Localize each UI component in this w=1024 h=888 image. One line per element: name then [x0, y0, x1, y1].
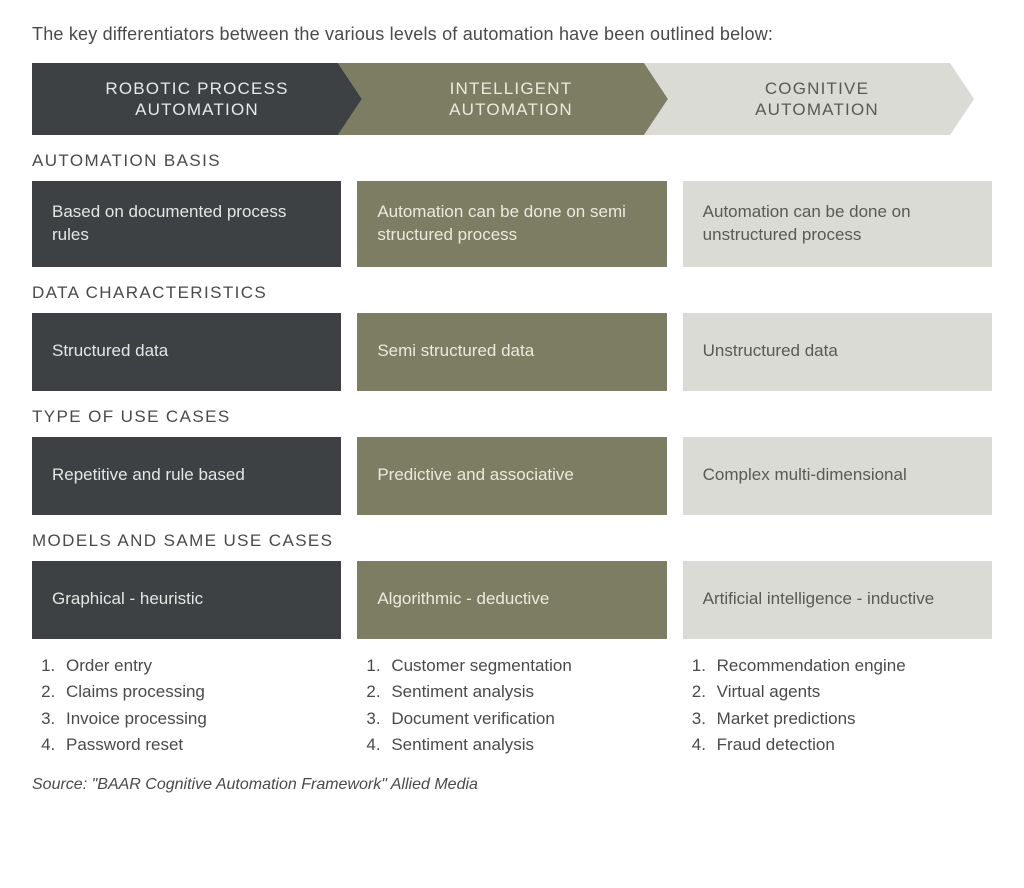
row-automation-basis: Based on documented process rules Automa… — [32, 181, 992, 267]
column-headers: ROBOTIC PROCESS AUTOMATION INTELLIGENT A… — [32, 63, 992, 135]
cell-basis-rpa: Based on documented process rules — [32, 181, 341, 267]
section-title-use-cases: TYPE OF USE CASES — [32, 407, 992, 427]
cell-usecases-rpa: Repetitive and rule based — [32, 437, 341, 515]
row-data-characteristics: Structured data Semi structured data Uns… — [32, 313, 992, 391]
section-title-data-characteristics: DATA CHARACTERISTICS — [32, 283, 992, 303]
cell-models-intelligent: Algorithmic - deductive — [357, 561, 666, 639]
cell-data-rpa: Structured data — [32, 313, 341, 391]
list-col-cognitive: Recommendation engine Virtual agents Mar… — [683, 653, 992, 758]
cell-data-intelligent: Semi structured data — [357, 313, 666, 391]
list-item: Market predictions — [711, 706, 992, 732]
header-cognitive: COGNITIVE AUTOMATION — [644, 63, 974, 135]
cell-models-cognitive: Artificial intelligence - inductive — [683, 561, 992, 639]
list-item: Claims processing — [60, 679, 341, 705]
list-item: Customer segmentation — [385, 653, 666, 679]
header-intelligent: INTELLIGENT AUTOMATION — [338, 63, 668, 135]
list-item: Sentiment analysis — [385, 679, 666, 705]
list-item: Sentiment analysis — [385, 732, 666, 758]
row-use-cases: Repetitive and rule based Predictive and… — [32, 437, 992, 515]
header-intelligent-line2: AUTOMATION — [449, 100, 573, 119]
cell-models-rpa: Graphical - heuristic — [32, 561, 341, 639]
header-rpa-line2: AUTOMATION — [135, 100, 259, 119]
row-models: Graphical - heuristic Algorithmic - dedu… — [32, 561, 992, 639]
header-cognitive-line2: AUTOMATION — [755, 100, 879, 119]
section-title-models: MODELS AND SAME USE CASES — [32, 531, 992, 551]
cell-basis-intelligent: Automation can be done on semi structure… — [357, 181, 666, 267]
list-col-rpa: Order entry Claims processing Invoice pr… — [32, 653, 341, 758]
list-item: Fraud detection — [711, 732, 992, 758]
list-item: Document verification — [385, 706, 666, 732]
list-item: Virtual agents — [711, 679, 992, 705]
cell-usecases-intelligent: Predictive and associative — [357, 437, 666, 515]
header-intelligent-line1: INTELLIGENT — [450, 79, 573, 98]
source-citation: Source: "BAAR Cognitive Automation Frame… — [32, 776, 992, 794]
list-item: Password reset — [60, 732, 341, 758]
list-item: Order entry — [60, 653, 341, 679]
list-item: Invoice processing — [60, 706, 341, 732]
cell-data-cognitive: Unstructured data — [683, 313, 992, 391]
intro-text: The key differentiators between the vari… — [32, 24, 992, 45]
list-col-intelligent: Customer segmentation Sentiment analysis… — [357, 653, 666, 758]
use-case-lists: Order entry Claims processing Invoice pr… — [32, 653, 992, 758]
header-rpa: ROBOTIC PROCESS AUTOMATION — [32, 63, 362, 135]
section-title-automation-basis: AUTOMATION BASIS — [32, 151, 992, 171]
header-rpa-line1: ROBOTIC PROCESS — [105, 79, 288, 98]
cell-basis-cognitive: Automation can be done on unstructured p… — [683, 181, 992, 267]
list-item: Recommendation engine — [711, 653, 992, 679]
header-cognitive-line1: COGNITIVE — [765, 79, 869, 98]
cell-usecases-cognitive: Complex multi-dimensional — [683, 437, 992, 515]
